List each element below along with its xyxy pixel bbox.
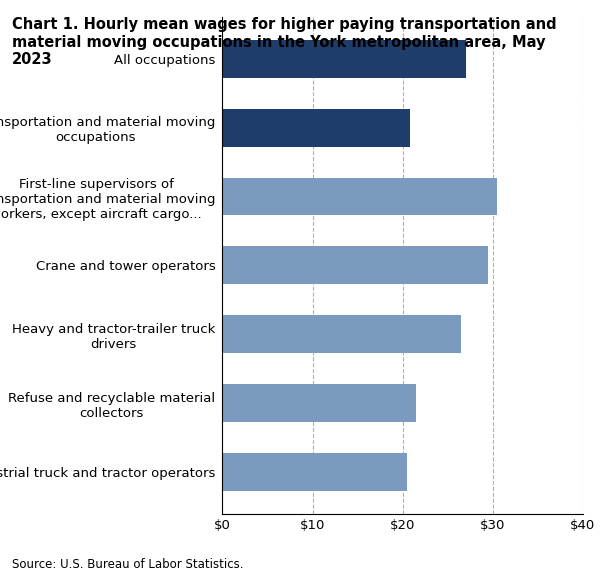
Bar [222, 384, 416, 422]
Bar [222, 453, 407, 491]
Bar [222, 40, 466, 78]
Text: Chart 1. Hourly mean wages for higher paying transportation and
material moving : Chart 1. Hourly mean wages for higher pa… [12, 17, 557, 67]
Text: Source: U.S. Bureau of Labor Statistics.: Source: U.S. Bureau of Labor Statistics. [12, 558, 243, 571]
Bar [222, 316, 462, 353]
Bar [222, 178, 498, 215]
Bar [222, 246, 488, 284]
Bar [222, 108, 410, 147]
